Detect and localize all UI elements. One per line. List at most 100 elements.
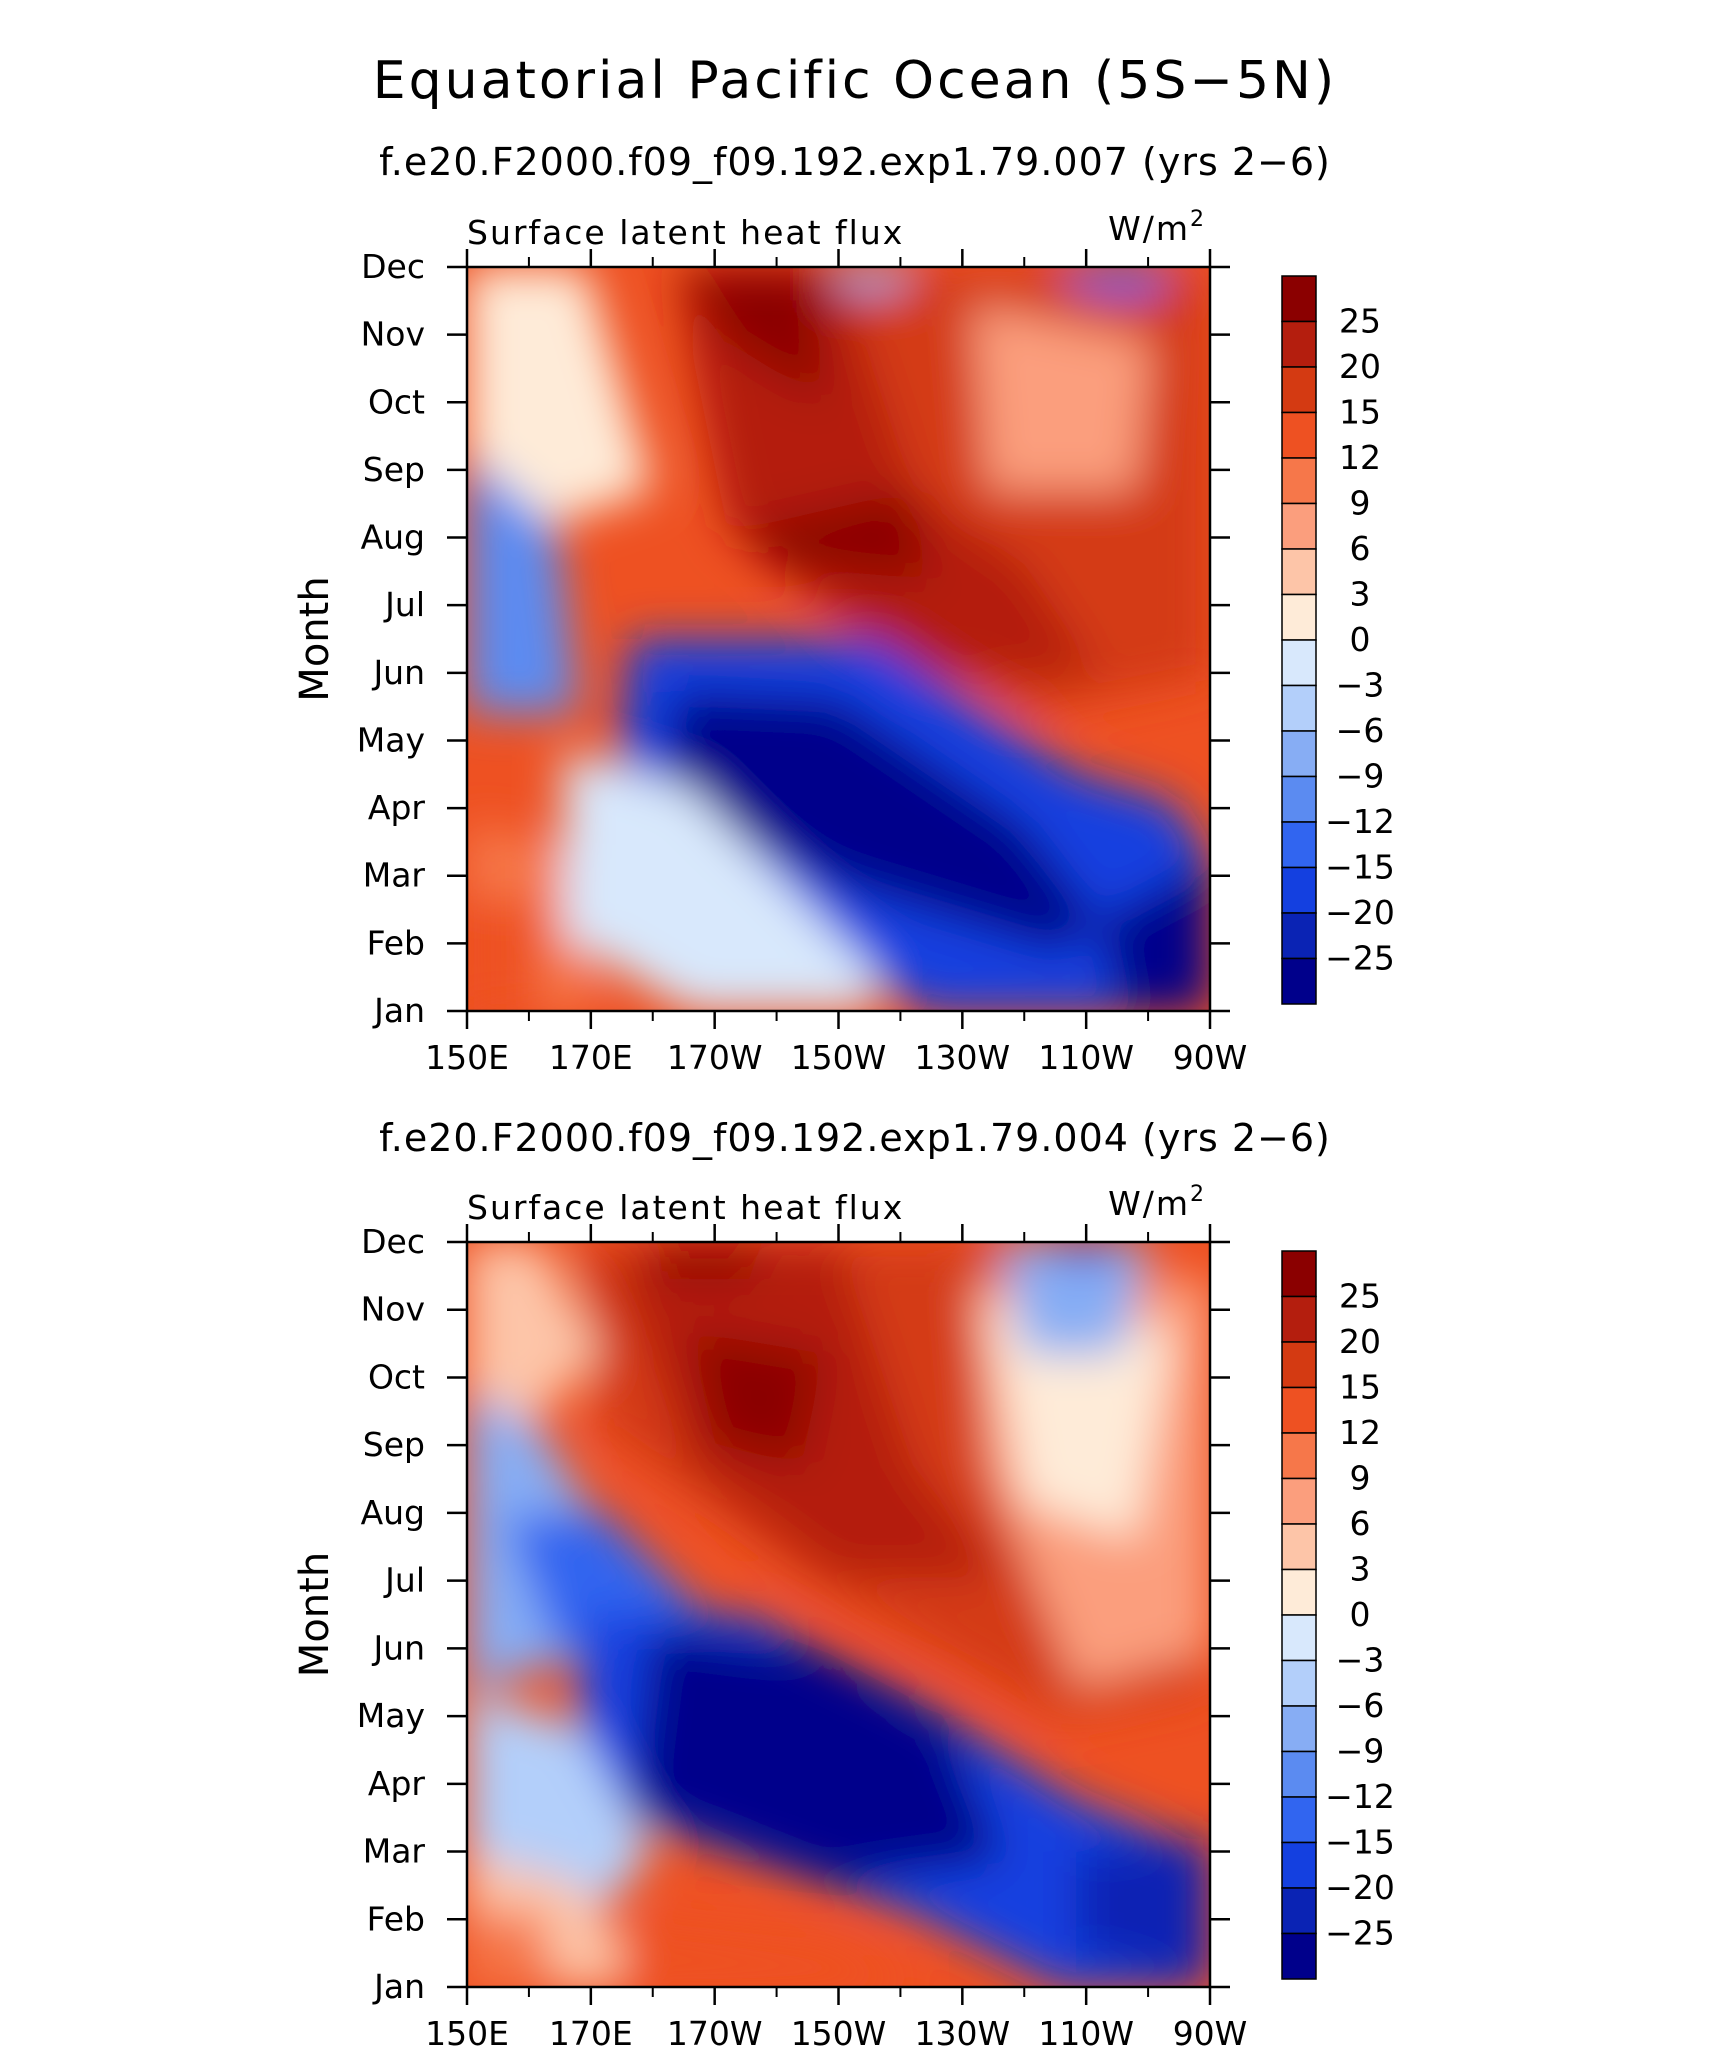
- colorbar: 25 20 15 12 9 6 3 0 −3 −6 −9 −12 −15 −20 −25: [1281, 275, 1395, 1005]
- figure-title: Equatorial Pacific Ocean (5S−5N): [373, 51, 1337, 111]
- y-tick-label: Nov: [361, 1290, 425, 1329]
- colorbar-swatch: [1281, 593, 1317, 641]
- field-region-15: [467, 1689, 653, 1913]
- field-region-2: [972, 304, 1151, 491]
- colorbar-swatch: [1281, 866, 1317, 914]
- colorbar-label: −9: [1336, 1732, 1385, 1771]
- units-label: W/m2: [1108, 1182, 1206, 1223]
- colorbar-swatch: [1281, 366, 1317, 414]
- x-tick-label: 150E: [425, 1038, 509, 1077]
- x-tick-label: 170E: [549, 1038, 633, 1077]
- colorbar-label: −20: [1325, 893, 1395, 932]
- colorbar-swatch: [1281, 1614, 1317, 1662]
- y-tick-label: Apr: [368, 1764, 426, 1803]
- y-tick-label: Aug: [361, 1493, 425, 1532]
- heatmap-field: [467, 267, 1210, 1011]
- field-region-9: [467, 1242, 601, 1429]
- field-region-8: [1046, 1242, 1121, 1265]
- colorbar-swatch: [1281, 1932, 1317, 1980]
- field-region-12: [1098, 862, 1210, 1011]
- y-tick-label: Feb: [367, 923, 425, 962]
- x-tick-label: 150W: [791, 2014, 887, 2053]
- field-region-3: [689, 1331, 824, 1466]
- colorbar-swatch: [1281, 730, 1317, 778]
- colorbar-swatch: [1281, 821, 1317, 869]
- field-region-15: [563, 750, 876, 1011]
- colorbar-label: 0: [1350, 620, 1371, 659]
- y-tick-label: Jul: [383, 1561, 425, 1600]
- field-region-4: [652, 1242, 765, 1280]
- colorbar-swatch: [1281, 1295, 1317, 1343]
- colorbar-label: −9: [1336, 757, 1385, 796]
- field-region-7: [467, 453, 579, 714]
- colorbar-label: 9: [1350, 1459, 1371, 1498]
- colorbar-label: −6: [1336, 1686, 1385, 1725]
- colorbar-label: −12: [1325, 1777, 1395, 1816]
- y-tick-label: Jun: [371, 1628, 425, 1667]
- colorbar-swatch: [1281, 1887, 1317, 1935]
- colorbar-swatch: [1281, 457, 1317, 505]
- colorbar-label: 25: [1339, 1277, 1381, 1316]
- field-region-5: [749, 490, 928, 580]
- x-tick-label: 90W: [1173, 2014, 1248, 2053]
- colorbar-swatch: [1281, 1796, 1317, 1844]
- variable-label: Surface latent heat flux: [467, 213, 904, 252]
- colorbar-label: 9: [1350, 484, 1371, 523]
- y-tick-label: Jul: [383, 585, 425, 624]
- x-tick-label: 110W: [1038, 1038, 1134, 1077]
- colorbar: 25 20 15 12 9 6 3 0 −3 −6 −9 −12 −15 −20 −25: [1281, 1250, 1395, 1980]
- y-tick-label: May: [357, 720, 425, 759]
- field-region-4: [689, 267, 824, 401]
- x-tick-label: 130W: [915, 2014, 1011, 2053]
- colorbar-swatch: [1281, 1568, 1317, 1616]
- field-region-17: [467, 1912, 557, 1987]
- x-tick-label: 170W: [667, 1038, 763, 1077]
- panel-subtitle: f.e20.F2000.f09_f09.192.exp1.79.007 (yrs…: [379, 140, 1331, 184]
- field-region-11: [660, 691, 1099, 952]
- x-tick-label: 170W: [667, 2014, 763, 2053]
- y-tick-label: Nov: [361, 315, 425, 354]
- y-tick-label: Oct: [368, 382, 425, 421]
- y-tick-label: Mar: [363, 856, 426, 895]
- field-region-13: [630, 1629, 1002, 1883]
- colorbar-swatch: [1281, 1523, 1317, 1571]
- colorbar-label: −12: [1325, 802, 1395, 841]
- colorbar-swatch: [1281, 1432, 1317, 1480]
- colorbar-label: 20: [1339, 1322, 1381, 1361]
- colorbar-swatch: [1281, 639, 1317, 687]
- field-region-6: [987, 1301, 1173, 1540]
- y-tick-label: Jan: [372, 1967, 425, 2006]
- colorbar-label: −3: [1336, 1641, 1385, 1680]
- colorbar-label: −3: [1336, 666, 1385, 705]
- y-axis-title: Month: [292, 576, 338, 701]
- colorbar-swatch: [1281, 548, 1317, 596]
- colorbar-swatch: [1281, 912, 1317, 960]
- colorbar-swatch: [1281, 957, 1317, 1005]
- heatmap-field: [467, 1242, 1210, 1987]
- colorbar-label: 15: [1339, 1368, 1381, 1407]
- colorbar-swatch: [1281, 1659, 1317, 1707]
- y-tick-label: Jan: [372, 991, 425, 1030]
- colorbar-label: 12: [1339, 1413, 1381, 1452]
- panel-1: f.e20.F2000.f09_f09.192.exp1.79.007 (yrs…: [292, 140, 1395, 1077]
- colorbar-label: 25: [1339, 302, 1381, 341]
- x-tick-label: 170E: [549, 2014, 633, 2053]
- x-tick-label: 90W: [1173, 1038, 1248, 1077]
- y-axis-title: Month: [292, 1552, 338, 1677]
- colorbar-swatch: [1281, 320, 1317, 368]
- field-region-18: [615, 1927, 913, 1987]
- colorbar-label: −25: [1325, 1914, 1395, 1953]
- variable-label: Surface latent heat flux: [467, 1188, 904, 1227]
- colorbar-swatch: [1281, 775, 1317, 823]
- y-tick-label: Aug: [361, 518, 425, 557]
- x-tick-label: 110W: [1038, 2014, 1134, 2053]
- field-region-8: [838, 267, 913, 290]
- colorbar-swatch: [1281, 275, 1317, 323]
- colorbar-label: 6: [1350, 1504, 1371, 1543]
- colorbar-swatch: [1281, 1477, 1317, 1525]
- colorbar-label: 3: [1350, 1550, 1371, 1589]
- colorbar-label: 20: [1339, 347, 1381, 386]
- colorbar-swatch: [1281, 1705, 1317, 1753]
- colorbar-swatch: [1281, 684, 1317, 732]
